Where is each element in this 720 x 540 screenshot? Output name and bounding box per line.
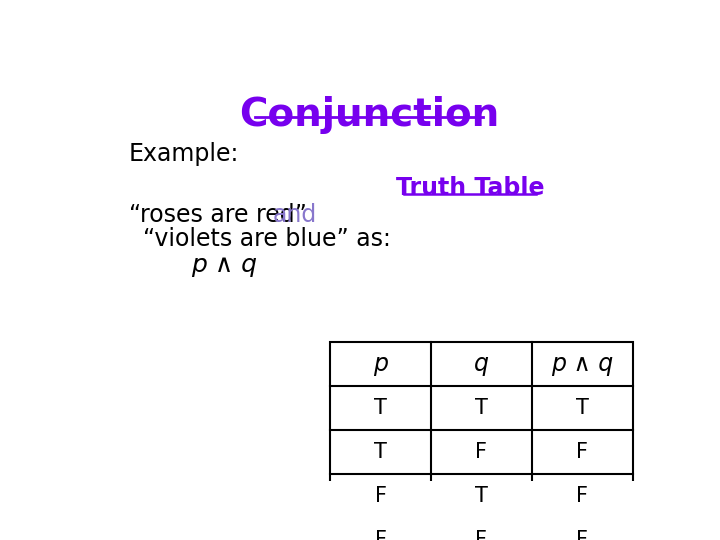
Text: F: F: [475, 442, 487, 462]
Text: T: T: [475, 398, 488, 418]
Text: and: and: [272, 204, 316, 227]
Text: “violets are blue” as:: “violets are blue” as:: [143, 226, 390, 251]
Text: T: T: [374, 442, 387, 462]
Text: Conjunction: Conjunction: [239, 96, 499, 133]
Text: F: F: [374, 485, 387, 505]
Text: T: T: [576, 398, 588, 418]
Text: T: T: [374, 398, 387, 418]
Text: F: F: [374, 530, 387, 540]
Text: p ∧ q: p ∧ q: [191, 253, 257, 278]
Bar: [330, 342, 632, 540]
Text: p ∧ q: p ∧ q: [551, 352, 613, 376]
Text: F: F: [576, 530, 588, 540]
Text: q: q: [474, 352, 489, 376]
Text: Example:: Example:: [129, 142, 239, 166]
Text: T: T: [475, 485, 488, 505]
Text: p: p: [373, 352, 388, 376]
Text: F: F: [576, 485, 588, 505]
Text: Truth Table: Truth Table: [395, 177, 544, 200]
Text: F: F: [475, 530, 487, 540]
Text: F: F: [576, 442, 588, 462]
Text: “roses are red”: “roses are red”: [129, 204, 314, 227]
